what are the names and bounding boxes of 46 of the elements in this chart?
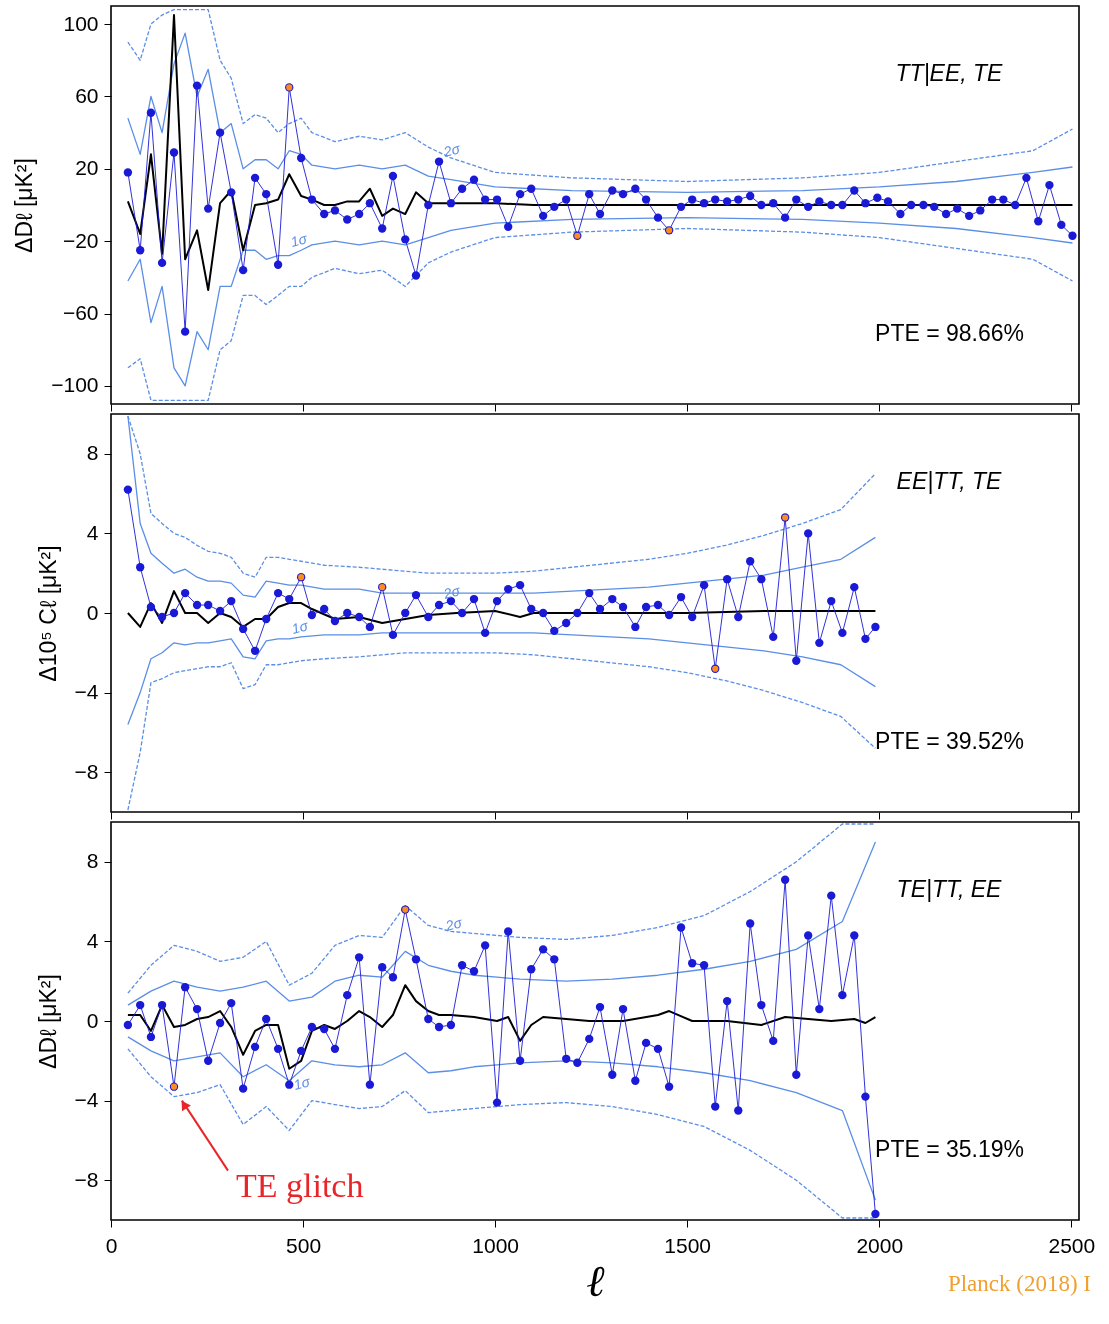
annotation: 1σ — [291, 1073, 313, 1093]
annotation: 2σ — [440, 140, 463, 161]
y-axis-title: ΔDℓ [μK²] — [34, 974, 61, 1069]
y-tick-label: −60 — [62, 301, 99, 325]
x-tick-label: 2000 — [856, 1233, 904, 1257]
annotation: 1σ — [288, 230, 310, 250]
y-axis-title: Δ10⁵ Cℓ [μK²] — [34, 545, 61, 682]
line-series — [126, 14, 1074, 292]
y-tick-label: 8 — [86, 441, 99, 465]
annotation: PTE = 39.52% — [875, 728, 1024, 754]
line-series — [127, 841, 877, 1006]
annotation: 2σ — [442, 914, 465, 935]
y-tick-label: −8 — [74, 759, 99, 783]
y-tick-label: −4 — [74, 680, 99, 704]
y-tick-label: −20 — [62, 228, 99, 252]
x-tick-label: 1500 — [664, 1233, 712, 1257]
y-tick-label: 20 — [75, 156, 99, 180]
y-tick-label: −8 — [74, 1167, 99, 1191]
y-tick-label: 8 — [86, 849, 99, 873]
y-tick-label: −100 — [51, 373, 99, 397]
y-tick-label: 0 — [86, 600, 99, 624]
line-series — [127, 8, 1074, 183]
x-tick-label: 1000 — [472, 1233, 519, 1257]
annotation: 2σ — [440, 582, 463, 603]
y-tick-label: 60 — [75, 83, 99, 107]
x-tick-label: 2500 — [1048, 1233, 1096, 1257]
y-tick-label: 4 — [86, 928, 99, 952]
y-tick-label: 0 — [86, 1008, 99, 1032]
y-tick-label: 100 — [63, 11, 99, 35]
annotation: TE glitch — [236, 1166, 364, 1204]
y-axis-title: ΔDℓ [μK²] — [11, 158, 38, 253]
annotation: PTE = 35.19% — [875, 1136, 1024, 1162]
line-series — [127, 32, 1074, 193]
y-tick-label: −4 — [74, 1088, 99, 1112]
x-tick-label: 500 — [286, 1233, 322, 1257]
text: Planck (2018) I — [947, 1271, 1091, 1296]
annotation: TE|TT, EE — [896, 876, 1003, 902]
annotation: EE|TT, TE — [896, 468, 1003, 494]
annotation: TT|EE, TE — [895, 60, 1004, 86]
x-tick-label: 0 — [105, 1233, 118, 1257]
annotation: PTE = 98.66% — [875, 320, 1024, 346]
line-series — [126, 984, 877, 1070]
x-axis-title: ℓ — [586, 1256, 606, 1306]
y-tick-label: 4 — [86, 520, 99, 544]
line-series — [127, 632, 877, 726]
annotation: 1σ — [289, 617, 311, 637]
